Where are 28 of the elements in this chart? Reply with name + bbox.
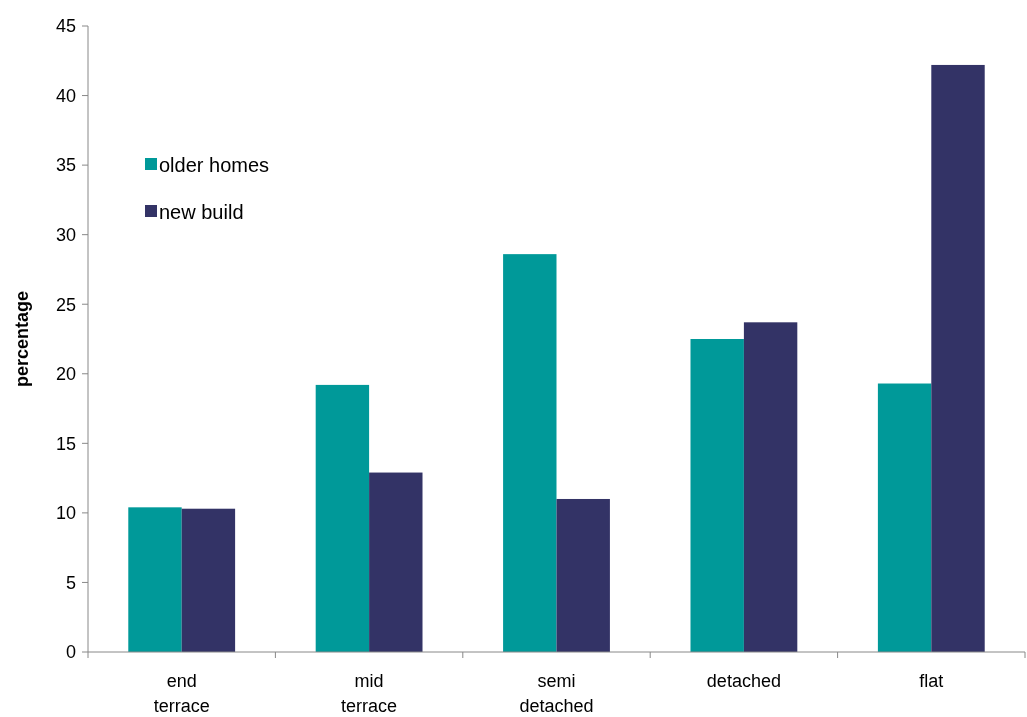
bar	[181, 508, 236, 652]
y-axis-title: percentage	[12, 290, 32, 388]
bar	[315, 384, 370, 652]
bar	[369, 472, 423, 652]
legend-label: older homes	[159, 154, 270, 176]
x-tick-label: detached	[706, 671, 781, 691]
legend-label: new build	[159, 201, 244, 223]
y-tick-label: 40	[55, 85, 76, 106]
x-tick-label: end terrace	[153, 671, 210, 716]
bar	[931, 64, 985, 652]
bar	[877, 383, 932, 652]
y-tick-label: 15	[55, 433, 76, 454]
y-tick-label: 0	[65, 642, 76, 663]
x-tick-label: flat	[919, 671, 944, 691]
y-tick-label: 25	[55, 294, 76, 315]
y-tick-label: 20	[55, 364, 76, 385]
bar	[690, 339, 744, 652]
bar	[743, 322, 798, 652]
bar	[503, 254, 557, 652]
x-tick-label: mid terrace	[341, 671, 398, 716]
y-tick-label: 30	[55, 224, 76, 245]
bar	[128, 507, 182, 652]
y-tick-label: 10	[55, 503, 76, 524]
y-tick-label: 35	[55, 155, 76, 176]
y-tick-label: 5	[65, 572, 76, 593]
x-tick-label: semi detached	[519, 671, 594, 716]
y-tick-label: 45	[55, 16, 76, 37]
bar	[556, 498, 610, 652]
